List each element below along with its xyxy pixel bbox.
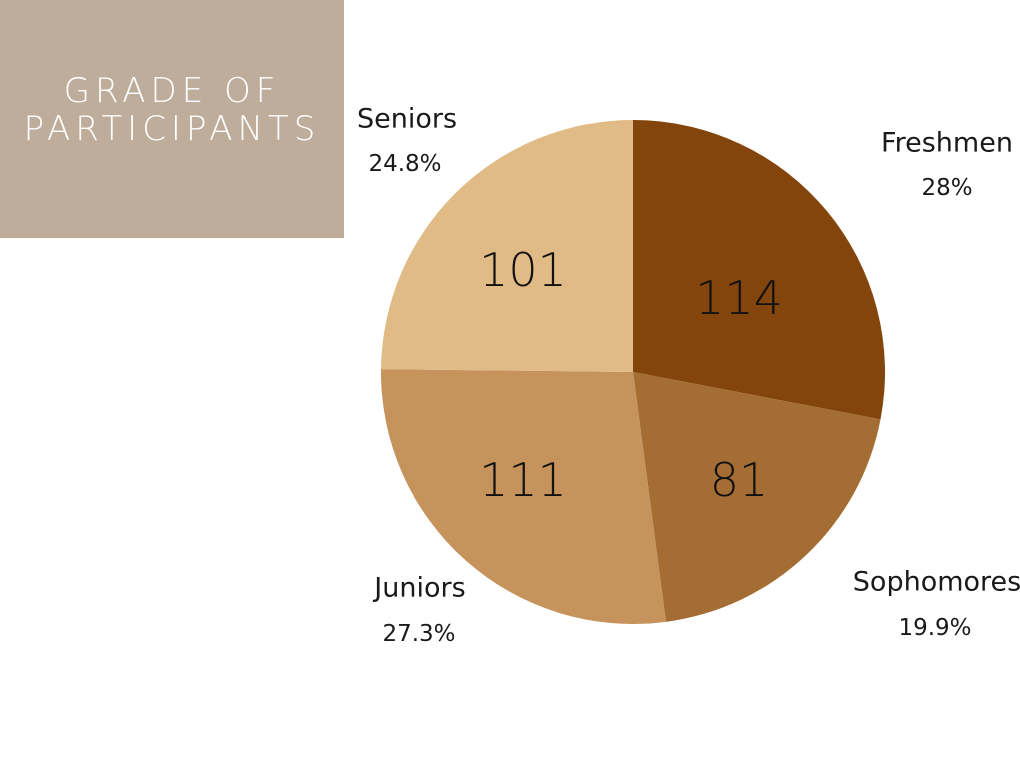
value-label-freshmen: 114 [695,271,783,325]
percent-label-seniors: 24.8% [368,151,441,177]
percent-label-sophomores: 19.9% [898,615,971,641]
chart-title-line-1: GRADE OF [63,71,281,111]
pie-slice-sophomores [633,372,881,622]
chart-title-line-2: PARTICIPANTS [23,109,321,149]
value-label-juniors: 111 [479,453,567,507]
value-label-seniors: 101 [479,243,567,297]
percent-label-freshmen: 28% [921,175,972,201]
percent-label-juniors: 27.3% [382,621,455,647]
category-label-seniors: Seniors [357,104,457,135]
category-label-juniors: Juniors [372,573,465,604]
value-label-sophomores: 81 [710,453,769,507]
category-label-sophomores: Sophomores [853,567,1020,598]
pie-slice-seniors [381,120,633,372]
pie-slice-freshmen [633,120,886,420]
category-label-freshmen: Freshmen [881,128,1013,159]
pie-slice-juniors [381,369,666,624]
title-box: GRADE OF PARTICIPANTS [0,0,344,238]
